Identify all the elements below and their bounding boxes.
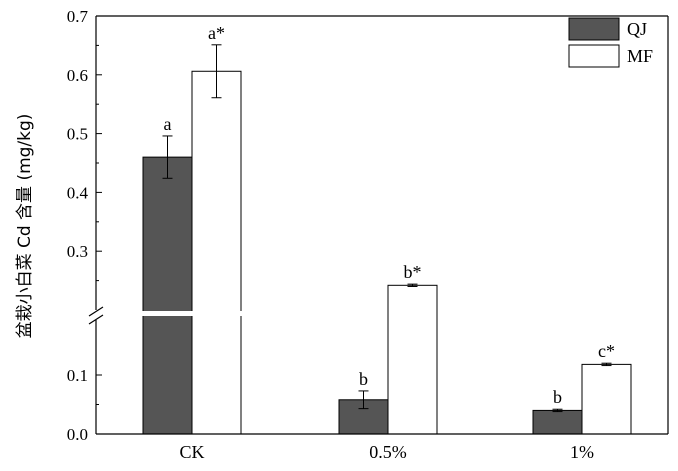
bar-mf-0 <box>191 70 242 435</box>
bar-label-mf-1: b* <box>404 262 422 282</box>
x-tick-label-2: 1% <box>570 442 594 462</box>
error-bar-qj-1 <box>358 390 369 410</box>
y-tick-label-0: 0.0 <box>67 425 88 444</box>
error-bar-qj-0 <box>162 135 173 179</box>
bar-label-qj-2: b <box>553 387 562 407</box>
y-axis-title: 盆栽小白菜 Cd 含量 (mg/kg) <box>15 114 35 339</box>
legend-label-qj: QJ <box>627 19 647 39</box>
x-tick-label-1: 0.5% <box>369 442 407 462</box>
y-tick-label-7: 0.7 <box>67 7 89 26</box>
bar-qj-0 <box>142 156 193 435</box>
y-tick-label-4: 0.4 <box>67 183 89 202</box>
bars-group: a a* b b* b c* <box>141 23 632 435</box>
bar-qj-2 <box>532 409 583 435</box>
legend-swatch-mf <box>568 44 620 68</box>
axis-break-band <box>141 311 243 316</box>
y-tick-label-1: 0.1 <box>67 366 88 385</box>
y-tick-label-3: 0.3 <box>67 242 88 261</box>
legend-label-mf: MF <box>627 46 653 66</box>
y-axis-label: 盆栽小白菜 Cd 含量 (mg/kg) <box>15 114 35 339</box>
axis-break-mark-2 <box>88 314 104 325</box>
error-bar-mf-2 <box>601 362 612 367</box>
bar-label-mf-2: c* <box>598 341 615 361</box>
y-tick-label-6: 0.6 <box>67 66 88 85</box>
y-ticks-group: 0.0 0.1 0.3 0.4 0.5 0.6 0.7 <box>67 7 102 444</box>
x-categories-group: CK 0.5% 1% <box>179 442 594 462</box>
error-bar-mf-1 <box>407 283 418 287</box>
axis-break-mark-1 <box>88 306 104 317</box>
bar-mf-2 <box>581 363 632 435</box>
y-tick-label-5: 0.5 <box>67 125 88 144</box>
error-bar-mf-0 <box>211 44 222 99</box>
bar-label-qj-1: b <box>359 369 368 389</box>
bar-label-qj-0: a <box>164 114 172 134</box>
x-tick-label-0: CK <box>179 442 204 462</box>
error-bar-qj-2 <box>552 408 563 413</box>
legend: QJ MF <box>568 17 653 68</box>
bar-mf-1 <box>387 284 438 435</box>
bar-label-mf-0: a* <box>208 23 225 43</box>
legend-swatch-qj <box>568 17 620 41</box>
axes-group <box>88 15 669 435</box>
